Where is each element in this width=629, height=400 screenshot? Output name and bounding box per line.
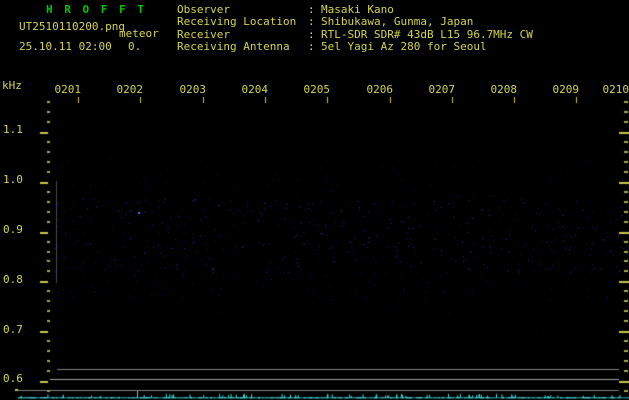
info-value: RTL-SDR SDR# 43dB L15 96.7MHz CW bbox=[321, 27, 533, 41]
x-tick-label: 0201 bbox=[54, 83, 82, 96]
info-label: Observer bbox=[177, 3, 230, 16]
info-separator: : bbox=[308, 15, 315, 29]
x-tick-label: 0205 bbox=[303, 83, 331, 96]
info-separator: : bbox=[308, 27, 315, 41]
info-separator: : bbox=[308, 40, 315, 54]
x-tick-label: 0208 bbox=[490, 83, 518, 96]
info-label: Receiving Location bbox=[177, 15, 297, 29]
info-label: Receiver bbox=[177, 27, 230, 41]
y-tick-label: 1.0 bbox=[3, 173, 23, 186]
y-tick-label: 1.1 bbox=[3, 123, 23, 136]
x-tick-label: 0204 bbox=[241, 83, 269, 96]
x-tick-label: 0209 bbox=[552, 83, 580, 96]
x-tick-label: 0210 bbox=[602, 83, 629, 96]
mode-label: meteor bbox=[119, 27, 159, 40]
y-tick-label: 0.6 bbox=[3, 372, 23, 385]
info-value: 5el Yagi Az 280 for Seoul bbox=[321, 40, 487, 54]
app-title: H R O F F T bbox=[46, 3, 147, 16]
info-separator: : bbox=[308, 3, 315, 16]
y-tick-label: 0.7 bbox=[3, 323, 23, 336]
info-value: Masaki Kano bbox=[321, 3, 394, 16]
info-value: Shibukawa, Gunma, Japan bbox=[321, 15, 474, 29]
x-tick-label: 0207 bbox=[428, 83, 456, 96]
info-label: Receiving Antenna bbox=[177, 40, 290, 54]
echo-counter: 0. bbox=[128, 40, 142, 53]
x-tick-label: 0203 bbox=[179, 83, 207, 96]
datetime-label: 25.10.11 02:00 bbox=[19, 40, 112, 53]
x-tick-label: 0202 bbox=[116, 83, 144, 96]
y-tick-label: 0.8 bbox=[3, 273, 23, 286]
y-tick-label: 0.9 bbox=[3, 223, 23, 236]
x-tick-label: 0206 bbox=[366, 83, 394, 96]
output-filename: UT2510110200.png bbox=[19, 20, 125, 33]
y-axis-unit-label: kHz bbox=[2, 79, 22, 92]
